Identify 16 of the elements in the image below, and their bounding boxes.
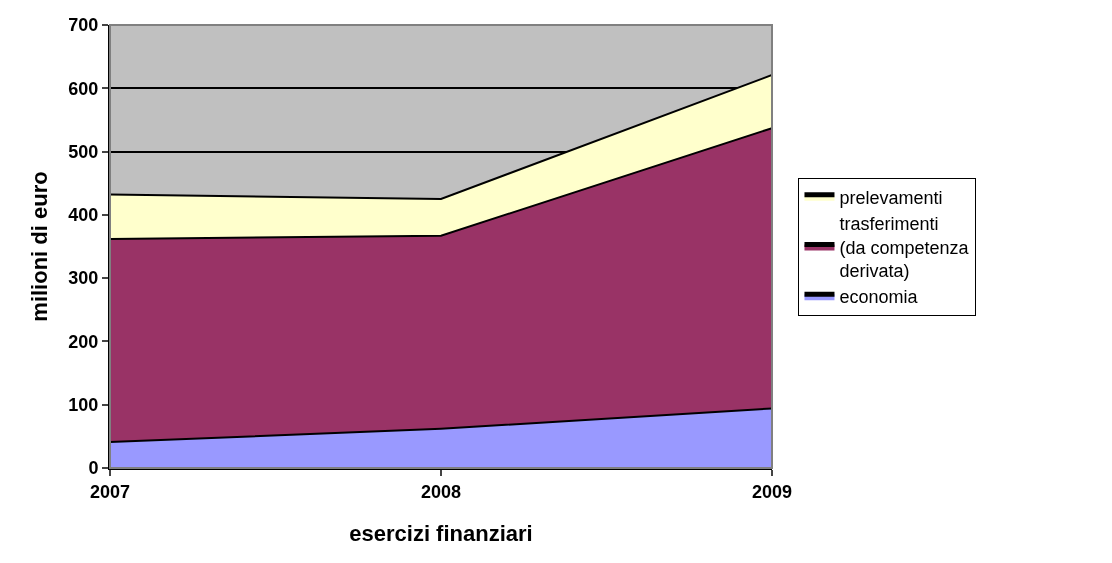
- y-tick-label: 200: [68, 331, 99, 352]
- x-tick-label: 2009: [751, 481, 793, 502]
- legend-label: prelevamenti: [839, 187, 943, 208]
- y-axis-title: milioni di euro: [26, 171, 52, 322]
- y-tick-label: 400: [68, 205, 99, 226]
- y-tick-label: 700: [68, 15, 99, 36]
- y-tick-label: 600: [68, 78, 99, 99]
- x-tick-label: 2007: [89, 481, 131, 502]
- y-tick-label: 100: [68, 395, 99, 416]
- x-axis-title: esercizi finanziari: [349, 521, 533, 546]
- y-tick-label: 300: [68, 268, 99, 289]
- legend-label: trasferimenti (da competenza derivata): [839, 214, 970, 281]
- x-tick-label: 2008: [420, 481, 462, 502]
- y-tick-label: 500: [68, 141, 99, 162]
- y-tick-label: 0: [88, 458, 99, 479]
- legend-label: economia: [839, 287, 919, 308]
